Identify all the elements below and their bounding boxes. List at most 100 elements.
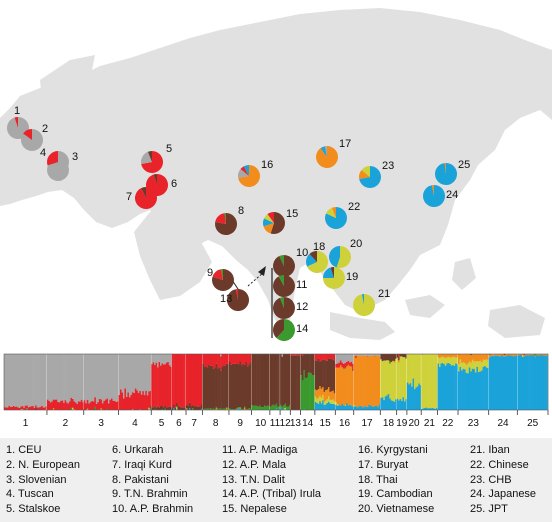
admixture-strip	[184, 354, 187, 408]
admixture-strip	[94, 397, 97, 407]
admixture-strip	[212, 408, 215, 410]
admixture-strip	[67, 354, 70, 404]
admixture-strip	[237, 364, 240, 408]
group-label: 5	[159, 418, 165, 429]
admixture-strip	[164, 408, 167, 410]
admixture-strip	[534, 357, 537, 410]
admixture-strip	[177, 406, 180, 410]
admixture-strip	[380, 359, 383, 398]
admixture-strip	[89, 354, 92, 403]
admixture-strip	[100, 399, 103, 409]
group-label: 12	[280, 418, 292, 429]
admixture-strip	[350, 366, 353, 406]
admixture-strip	[458, 371, 460, 410]
admixture-strip	[139, 409, 142, 410]
admixture-strip	[515, 354, 518, 356]
admixture-strip	[485, 367, 488, 410]
admixture-strip	[408, 384, 411, 410]
admixture-strip	[215, 408, 218, 410]
admixture-strip	[361, 406, 363, 410]
admixture-strip	[5, 407, 8, 410]
legend-item: 19. Cambodian	[358, 488, 433, 501]
admixture-strip	[275, 354, 278, 404]
pie-slice-yellow	[307, 251, 328, 273]
admixture-strip	[526, 354, 529, 356]
admixture-strip	[30, 354, 33, 407]
admixture-strip	[335, 354, 338, 364]
pie-25: 25	[434, 159, 470, 185]
admixture-strip	[452, 364, 454, 410]
admixture-strip	[117, 354, 119, 402]
admixture-strip	[467, 373, 470, 410]
admixture-strip	[100, 408, 103, 410]
admixture-strip	[422, 354, 425, 409]
admixture-strip	[146, 395, 149, 410]
admixture-strip	[249, 408, 252, 410]
admixture-strip	[347, 360, 350, 365]
pie-18: 18	[305, 241, 328, 273]
admixture-strip	[403, 354, 406, 358]
admixture-strip	[402, 397, 405, 410]
admixture-strip	[208, 408, 211, 410]
admixture-strip	[319, 395, 322, 402]
admixture-strip	[511, 354, 514, 356]
admixture-strip	[517, 355, 520, 410]
admixture-strip	[52, 354, 55, 400]
admixture-strip	[94, 354, 97, 398]
admixture-strip	[291, 355, 294, 410]
admixture-strip	[300, 375, 303, 410]
admixture-strip	[540, 354, 543, 410]
admixture-strip	[488, 354, 491, 356]
admixture-strip	[104, 354, 107, 400]
admixture-strip	[297, 354, 300, 356]
admixture-strip	[26, 354, 28, 406]
admixture-strip	[257, 354, 260, 407]
admixture-strip	[482, 354, 485, 360]
admixture-strip	[15, 406, 18, 410]
admixture-strip	[329, 399, 332, 404]
admixture-strip	[231, 363, 234, 410]
admixture-strip	[265, 405, 268, 410]
admixture-strip	[199, 406, 202, 410]
admixture-strip	[54, 399, 57, 410]
admixture-strip	[456, 357, 459, 365]
admixture-strip	[368, 356, 371, 405]
admixture-strip	[209, 365, 212, 409]
admixture-strip	[170, 406, 172, 410]
admixture-strip	[134, 388, 137, 410]
admixture-strip	[245, 362, 248, 410]
admixture-strip	[280, 404, 282, 408]
admixture-strip	[146, 354, 149, 396]
admixture-strip	[236, 408, 239, 410]
admixture-strip	[389, 354, 392, 362]
admixture-strip	[61, 400, 64, 410]
admixture-strip	[477, 372, 480, 410]
admixture-strip	[228, 408, 231, 410]
admixture-strip	[326, 399, 329, 403]
admixture-strip	[339, 365, 342, 406]
admixture-strip	[326, 360, 329, 390]
admixture-strip	[45, 406, 48, 409]
admixture-strip	[215, 354, 218, 364]
admixture-strip	[459, 359, 462, 367]
admixture-strip	[242, 354, 245, 364]
admixture-strip	[488, 357, 491, 410]
admixture-strip	[330, 400, 333, 404]
admixture-strip	[365, 354, 368, 356]
admixture-strip	[369, 354, 372, 356]
admixture-strip	[85, 354, 88, 404]
admixture-strip	[23, 354, 26, 408]
admixture-barplot: 1 2 3 4 5 6 7 8 9 10 11 12 13 14 15 16 17 18 19 20 21 22 23 24 2…	[3, 353, 549, 429]
admixture-strip	[69, 401, 71, 410]
admixture-strip	[66, 354, 68, 403]
admixture-strip	[421, 408, 423, 410]
admixture-strip	[265, 354, 268, 406]
admixture-strip	[73, 401, 76, 410]
pie-slice-red	[47, 151, 58, 166]
admixture-strip	[405, 399, 408, 410]
admixture-strip	[214, 367, 216, 410]
admixture-strip	[142, 391, 145, 410]
admixture-strip	[471, 354, 474, 360]
admixture-strip	[160, 406, 162, 410]
admixture-strip	[303, 370, 306, 410]
